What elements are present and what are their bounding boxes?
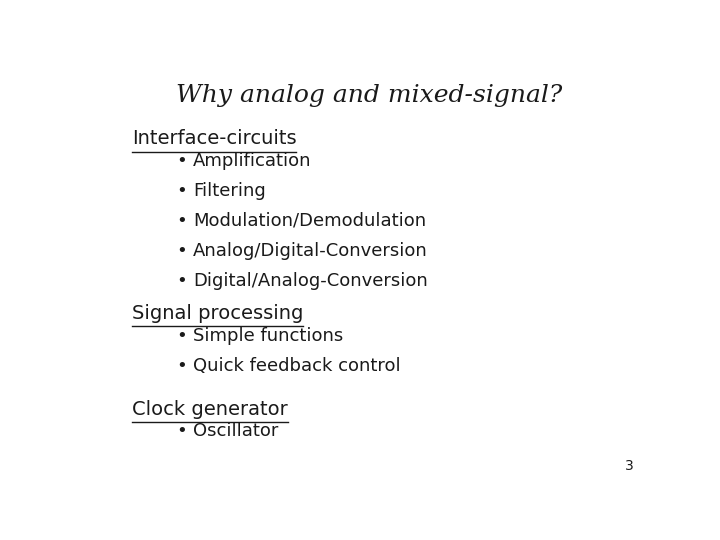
Text: Oscillator: Oscillator (193, 422, 279, 441)
Text: •: • (176, 357, 187, 375)
Text: •: • (176, 327, 187, 345)
Text: Filtering: Filtering (193, 182, 266, 200)
Text: Interface-circuits: Interface-circuits (132, 129, 297, 149)
Text: Amplification: Amplification (193, 152, 312, 170)
Text: Signal processing: Signal processing (132, 304, 303, 323)
Text: •: • (176, 422, 187, 441)
Text: Digital/Analog-Conversion: Digital/Analog-Conversion (193, 272, 428, 290)
Text: Modulation/Demodulation: Modulation/Demodulation (193, 212, 426, 230)
Text: 3: 3 (625, 459, 634, 473)
Text: Why analog and mixed-signal?: Why analog and mixed-signal? (176, 84, 562, 106)
Text: •: • (176, 182, 187, 200)
Text: Analog/Digital-Conversion: Analog/Digital-Conversion (193, 242, 428, 260)
Text: •: • (176, 152, 187, 170)
Text: Simple functions: Simple functions (193, 327, 343, 345)
Text: •: • (176, 272, 187, 290)
Text: •: • (176, 212, 187, 230)
Text: Quick feedback control: Quick feedback control (193, 357, 401, 375)
Text: •: • (176, 242, 187, 260)
Text: Clock generator: Clock generator (132, 400, 287, 419)
